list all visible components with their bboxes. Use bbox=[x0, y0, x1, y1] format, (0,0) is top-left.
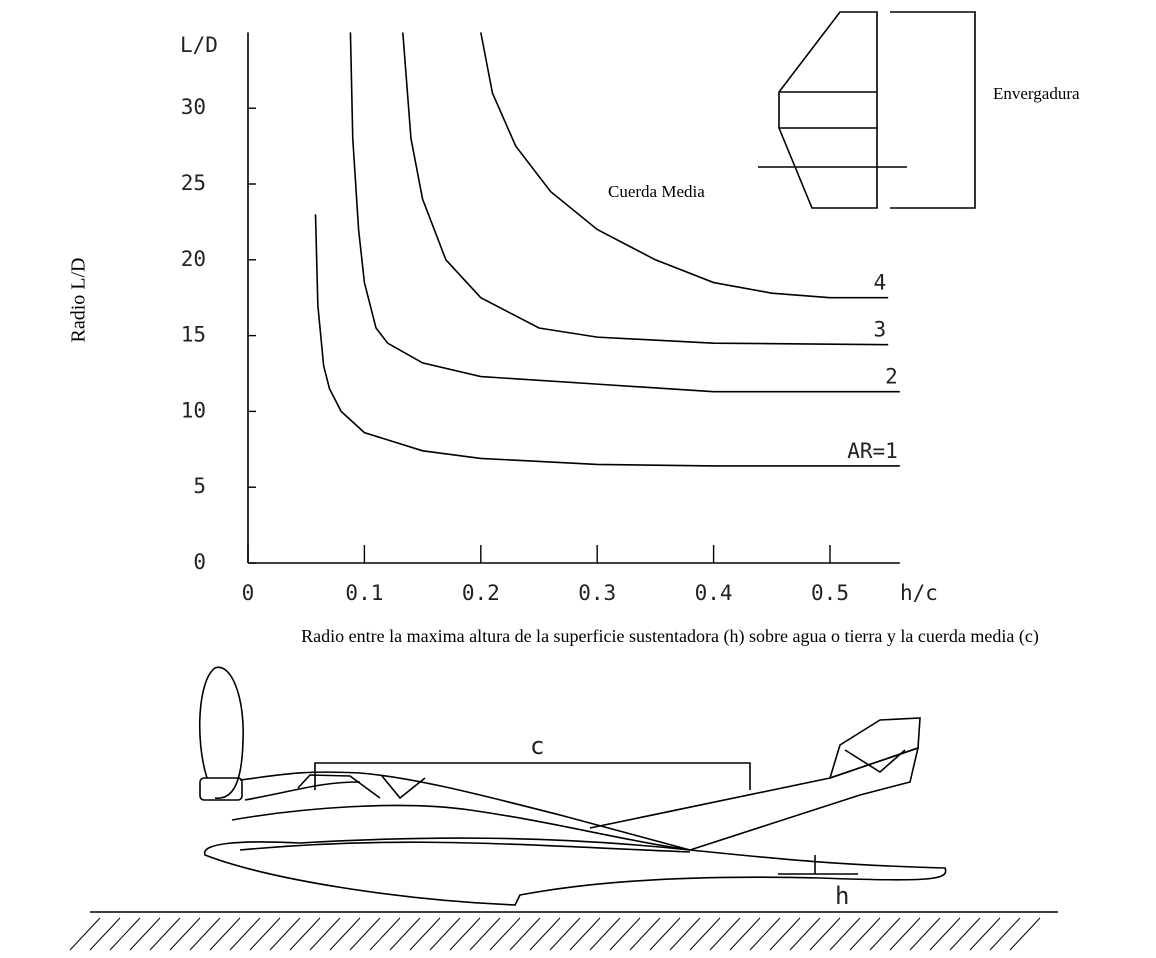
y-axis-title: L/D bbox=[180, 33, 218, 57]
x-tick-label: 0.4 bbox=[695, 581, 733, 605]
series-label: 2 bbox=[885, 365, 898, 389]
y-tick-label: 30 bbox=[181, 95, 206, 119]
x-tick-label: 0.2 bbox=[462, 581, 500, 605]
series-label: 3 bbox=[874, 318, 887, 342]
series-label: 4 bbox=[874, 271, 887, 295]
chart: Radio L/D L/D h/c Envergadura Cuerda Med… bbox=[0, 0, 1156, 958]
x-axis-title: h/c bbox=[900, 581, 938, 605]
annotation: Cuerda Media bbox=[608, 182, 705, 201]
y-tick-label: 20 bbox=[181, 247, 206, 271]
page: {"chart_data": { "type": "line", "y_labe… bbox=[0, 0, 1156, 958]
annotation: h bbox=[835, 882, 849, 910]
x-tick-label: 0.5 bbox=[811, 581, 849, 605]
annotation: Envergadura bbox=[993, 84, 1080, 103]
x-tick-label: 0.1 bbox=[345, 581, 383, 605]
aircraft-diagram bbox=[70, 667, 1058, 950]
y-tick-label: 25 bbox=[181, 171, 206, 195]
x-label: Radio entre la maxima altura de la super… bbox=[270, 626, 1070, 647]
x-tick-label: 0 bbox=[242, 581, 255, 605]
series-label: AR=1 bbox=[847, 439, 898, 463]
y-tick-label: 5 bbox=[193, 474, 206, 498]
y-tick-label: 15 bbox=[181, 323, 206, 347]
x-tick-label: 0.3 bbox=[578, 581, 616, 605]
annotation: c bbox=[530, 732, 544, 760]
y-tick-label: 10 bbox=[181, 398, 206, 422]
y-label: Radio L/D bbox=[68, 258, 90, 343]
wing-diagram bbox=[758, 12, 975, 208]
series-line bbox=[316, 214, 900, 466]
y-tick-label: 0 bbox=[193, 550, 206, 574]
series-line bbox=[481, 32, 888, 297]
